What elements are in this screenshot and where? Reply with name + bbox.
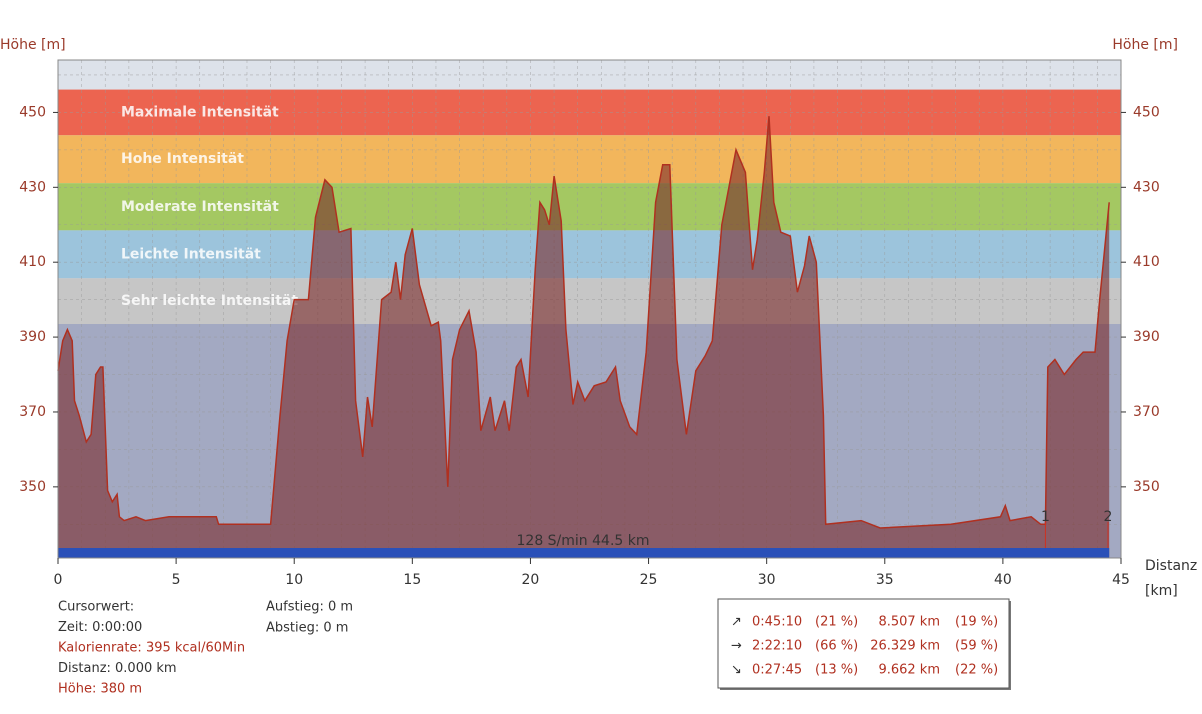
x-axis-label: Distanz — [1145, 558, 1197, 574]
zone-band — [58, 89, 1121, 136]
x-tick-label: 10 — [285, 572, 303, 588]
zone-label: Moderate Intensität — [121, 199, 279, 215]
stat-dist: 26.329 km — [870, 639, 940, 654]
elevation-area — [58, 116, 1110, 558]
y2-tick-label: 370 — [1133, 404, 1160, 420]
y-tick-label: 390 — [19, 329, 46, 345]
stat-time: 2:22:10 — [752, 639, 802, 654]
x-tick-label: 5 — [172, 572, 181, 588]
x-tick-label: 45 — [1112, 572, 1130, 588]
plot-frame — [57, 59, 1122, 559]
x-tick-label: 25 — [640, 572, 658, 588]
zone-band — [58, 230, 1121, 279]
cursor-info: Distanz: 0.000 km — [58, 661, 177, 676]
elevation-line — [57, 116, 1110, 529]
stats-box — [717, 598, 1010, 689]
climb-info: Aufstieg: 0 m — [266, 600, 353, 615]
zone-band — [58, 278, 1121, 324]
cursor-info: Cursorwert: — [58, 600, 134, 615]
stat-time-pct: (21 %) — [815, 615, 858, 630]
y-axis-label: Höhe [m] — [0, 37, 66, 53]
y-tick-label: 370 — [19, 404, 46, 420]
stat-arrow: ↘ — [731, 663, 742, 678]
stat-time: 0:45:10 — [752, 615, 802, 630]
zone-label: Maximale Intensität — [121, 104, 279, 120]
cursor-info: Zeit: 0:00:00 — [58, 620, 142, 635]
stat-arrow: ↗ — [731, 615, 742, 630]
x-tick-label: 30 — [758, 572, 776, 588]
stat-dist-pct: (19 %) — [955, 615, 998, 630]
y-tick-label: 410 — [19, 254, 46, 270]
y2-tick-label: 350 — [1133, 479, 1160, 495]
cursor-info: Höhe: 380 m — [58, 682, 142, 697]
lap-label: 1 — [1041, 509, 1050, 525]
y2-tick-label: 450 — [1133, 104, 1160, 120]
status-bar — [58, 548, 1110, 558]
zone-band — [58, 183, 1121, 231]
stat-dist: 8.507 km — [878, 615, 940, 630]
y2-tick-label: 410 — [1133, 254, 1160, 270]
stat-dist: 9.662 km — [878, 663, 940, 678]
status-text: 128 S/min 44.5 km — [517, 533, 650, 549]
stat-arrow: → — [731, 639, 742, 654]
climb-info: Abstieg: 0 m — [266, 621, 348, 636]
zone-label: Hohe Intensität — [121, 151, 244, 167]
x-tick-label: 35 — [876, 572, 894, 588]
cursor-info: Kalorienrate: 395 kcal/60Min — [58, 641, 245, 656]
zone-band — [58, 135, 1121, 184]
y-tick-label: 430 — [19, 179, 46, 195]
x-tick-label: 40 — [994, 572, 1012, 588]
y-tick-label: 450 — [19, 104, 46, 120]
zone-label: Leichte Intensität — [121, 246, 261, 262]
y-tick-label: 350 — [19, 479, 46, 495]
y2-axis-label: Höhe [m] — [1112, 37, 1178, 53]
x-tick-label: 15 — [403, 572, 421, 588]
stat-dist-pct: (22 %) — [955, 663, 998, 678]
x-tick-label: 0 — [54, 572, 63, 588]
y2-tick-label: 430 — [1133, 179, 1160, 195]
zone-label: Sehr leichte Intensität — [121, 293, 298, 309]
stat-time: 0:27:45 — [752, 663, 802, 678]
stat-dist-pct: (59 %) — [955, 639, 998, 654]
x-axis-label: [km] — [1145, 583, 1178, 599]
stat-time-pct: (13 %) — [815, 663, 858, 678]
lap-label: 2 — [1104, 509, 1113, 525]
stat-time-pct: (66 %) — [815, 639, 858, 654]
y2-tick-label: 390 — [1133, 329, 1160, 345]
x-tick-label: 20 — [522, 572, 540, 588]
